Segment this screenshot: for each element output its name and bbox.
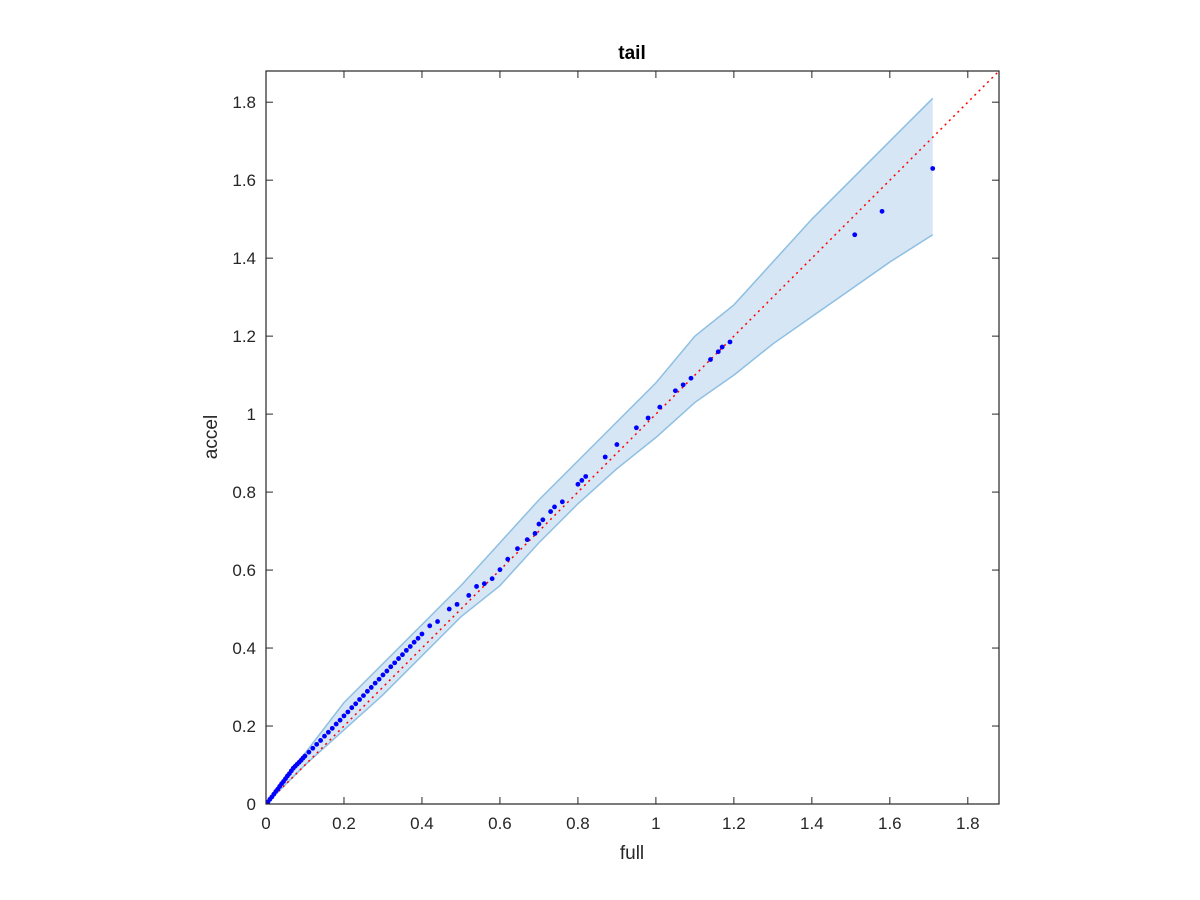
y-tick-label: 1.2 [232,327,256,346]
data-point [602,454,608,460]
data-point [680,382,686,388]
data-point [466,593,472,598]
data-point [322,733,327,739]
y-tick-label: 0.4 [232,639,256,658]
data-point [505,556,511,562]
data-point [497,567,503,573]
data-point [368,685,374,690]
data-point [415,635,421,641]
band-upper-edge [265,97,934,805]
data-point [427,623,433,629]
confidence-band [265,97,934,805]
data-point [407,644,413,649]
axes [265,70,1000,805]
data-point [719,344,725,350]
y-tick-label: 1.4 [232,249,256,268]
data-point [435,619,440,624]
data-point [645,415,651,421]
band-fill [266,98,933,805]
data-point [474,584,479,589]
data-point [337,717,343,723]
data-point [411,639,417,645]
data-point [446,606,452,612]
data-point [524,537,530,543]
data-point [657,404,663,410]
data-point [575,481,581,487]
data-point [318,738,323,743]
data-point [361,693,366,699]
data-point [419,631,425,637]
data-point [345,709,351,715]
data-point [930,166,936,171]
band-lower-edge [265,234,934,805]
data-point [384,668,390,674]
x-tick-label: 0 [261,814,270,833]
data-point [454,601,460,607]
data-point [540,517,546,523]
y-tick-label: 0 [247,795,256,814]
data-point [400,652,405,658]
data-point [727,339,733,345]
data-point [376,676,382,682]
axes-box [265,70,1000,805]
y-tick-label: 0.2 [232,717,256,736]
data-point [481,581,487,587]
data-point [715,349,721,355]
data-point [559,499,565,505]
data-point [532,531,538,536]
data-point [552,504,557,510]
data-point [403,647,409,653]
y-tick-label: 1 [247,405,256,424]
data-point [852,232,858,238]
x-tick-label: 1.2 [722,814,746,833]
chart-title: tail [618,43,645,64]
data-point [302,753,308,759]
data-point [310,745,316,751]
ticks: 0 0.2 0.4 0.6 0.8 1 1.2 1.4 1.6 1.8 0 0.2 0.4 0.6 0.8 1… [232,71,999,833]
scatter-points [265,166,936,805]
data-point [349,705,355,711]
y-tick-label: 1.6 [232,171,256,190]
data-point [325,729,331,735]
x-tick-label: 0.6 [488,814,512,833]
data-point [536,521,542,527]
data-point [708,357,713,362]
x-tick-label: 1.6 [878,814,902,833]
data-point [372,680,378,686]
y-axis-label: accel [201,415,222,459]
x-axis-label: full [620,843,644,864]
data-point [614,442,620,447]
data-point [672,388,678,394]
data-point [314,741,320,747]
data-point [329,725,335,731]
data-point [515,546,520,552]
data-point [357,697,362,702]
x-tick-label: 1 [651,814,660,833]
x-tick-label: 1.8 [956,814,980,833]
data-point [333,721,339,727]
data-point [353,701,359,707]
x-tick-label: 1.4 [800,814,824,833]
y-tick-label: 0.6 [232,561,256,580]
data-point [489,576,495,582]
y-tick-label: 1.8 [232,93,256,112]
data-point [548,509,554,514]
data-point [364,688,370,694]
x-tick-label: 0.2 [332,814,356,833]
data-point [633,425,639,431]
data-point [306,749,312,755]
data-point [579,477,585,483]
data-point [388,664,394,670]
y-tick-label: 0.8 [232,483,256,502]
x-tick-label: 0.4 [410,814,434,833]
data-point [380,672,386,678]
data-point [341,713,347,719]
data-point [688,375,694,381]
data-point [396,656,401,661]
data-point [879,208,885,214]
data-point [392,660,398,666]
x-tick-label: 0.8 [566,814,590,833]
data-point [583,474,589,479]
